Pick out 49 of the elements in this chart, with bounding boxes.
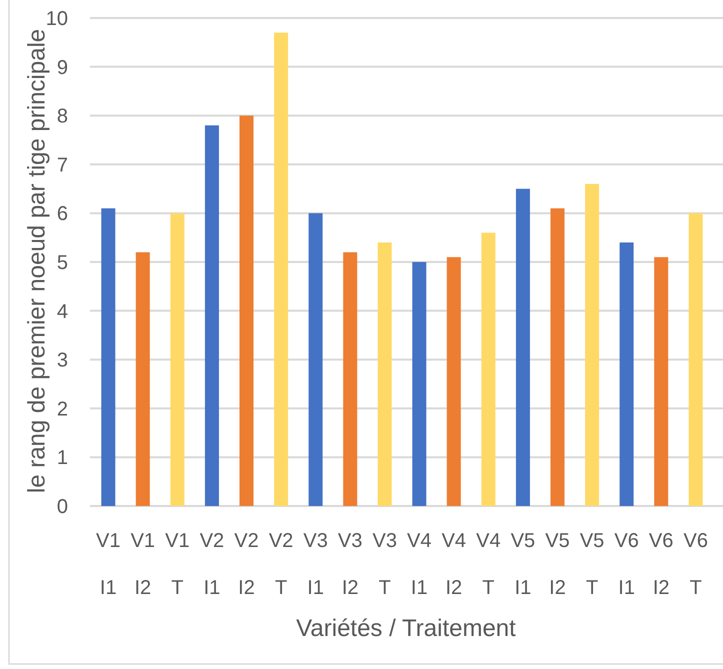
bar	[274, 32, 288, 506]
category-label: V5 I2	[545, 530, 570, 599]
y-tick-label: 8	[56, 106, 68, 128]
x-axis-title: Variétés / Traitement	[296, 615, 516, 642]
bar	[516, 188, 530, 506]
category-label: V3 T	[372, 530, 397, 599]
bar	[378, 242, 392, 506]
y-tick-label: 9	[56, 56, 68, 79]
bar	[343, 252, 358, 506]
y-tick-label: 7	[56, 154, 68, 176]
y-axis-title: le rang de premier noeud par tige principale	[23, 28, 50, 494]
bar	[481, 232, 496, 506]
category-label: V6 I1	[614, 530, 639, 599]
bar	[101, 208, 116, 506]
y-tick-label: 0	[56, 496, 68, 518]
bar	[308, 213, 323, 506]
category-label: V5 I1	[510, 530, 536, 599]
y-tick-label: 1	[56, 447, 68, 470]
category-label: V1 I2	[130, 530, 156, 599]
category-label: V1 I1	[96, 530, 121, 599]
category-label: V4 I1	[407, 530, 432, 599]
y-tick-label: 10	[46, 8, 68, 30]
category-label: V1 T	[165, 530, 190, 599]
category-label: V3 I2	[338, 530, 362, 599]
category-label: V3 I1	[303, 530, 328, 599]
bar	[136, 252, 150, 506]
category-label: V5 T	[580, 530, 604, 599]
category-label: V2 I2	[234, 530, 259, 599]
bar	[170, 213, 184, 506]
bar	[654, 257, 668, 506]
category-label: V6 I2	[648, 530, 674, 599]
bar	[688, 213, 703, 506]
bar	[585, 184, 600, 506]
category-label: V6 T	[683, 530, 708, 599]
bar	[550, 208, 564, 506]
category-label: V4 I2	[442, 530, 466, 599]
category-label: V2 T	[268, 530, 294, 599]
category-label: V4 T	[476, 530, 501, 599]
category-label: V2 I1	[200, 530, 224, 599]
y-tick-label: 4	[56, 300, 68, 323]
bar	[204, 125, 219, 506]
bar	[620, 242, 634, 506]
y-tick-label: 2	[56, 398, 68, 420]
y-tick-label: 5	[56, 252, 68, 274]
y-tick-label: 6	[56, 203, 68, 226]
bar	[240, 116, 254, 506]
bar	[412, 262, 426, 506]
bar	[446, 257, 461, 506]
y-tick-label: 3	[56, 350, 68, 372]
